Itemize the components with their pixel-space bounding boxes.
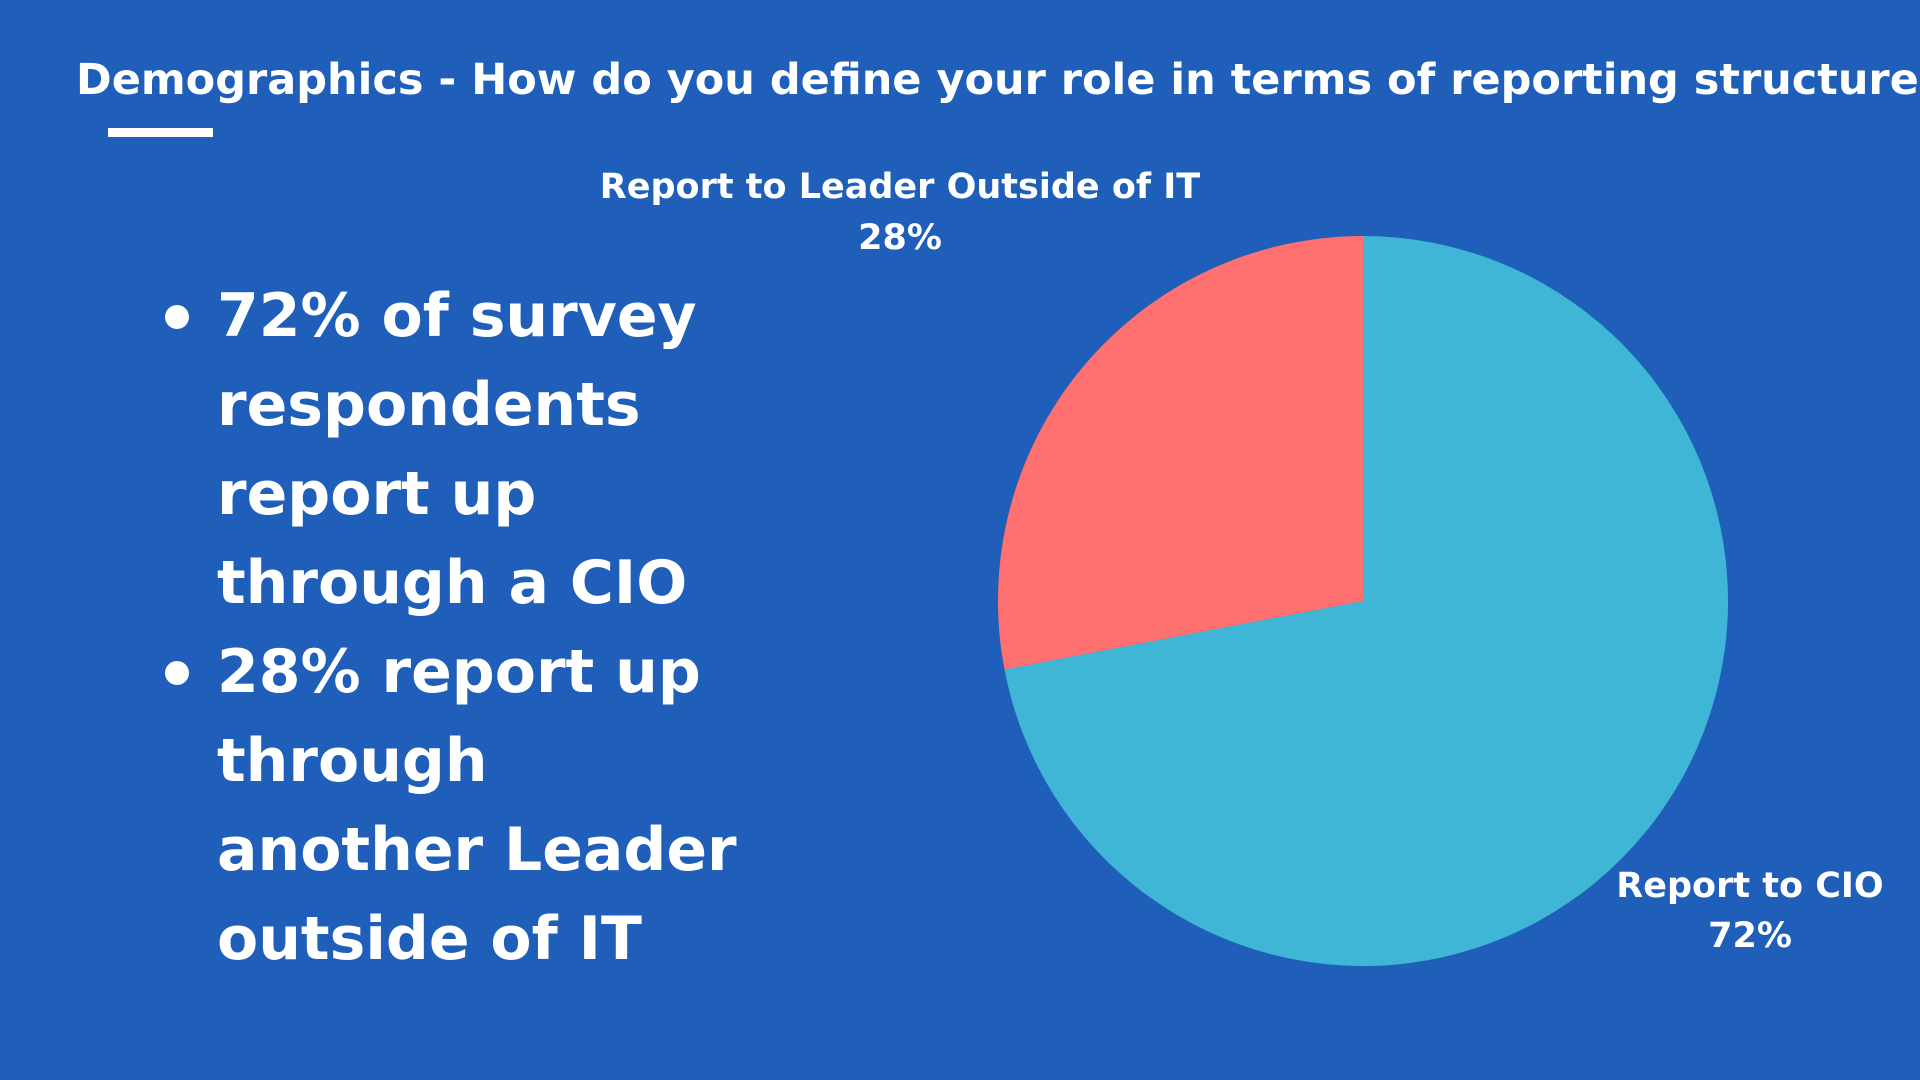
pie-slice-report-to-leader-outside-of-it — [998, 236, 1363, 670]
bullet-item-cio: 72% of survey respondents report up thro… — [155, 272, 755, 628]
pie-slice-report-to-cio — [1004, 236, 1729, 967]
bullet-list: 72% of survey respondents report up thro… — [155, 272, 755, 984]
pie-labels: Report to CIO 72% Report to Leader Outside… — [600, 167, 1884, 956]
page-title: Demographics - How do you define your ro… — [76, 55, 1920, 105]
title-underline — [108, 128, 213, 137]
slice-label: Report to Leader Outside of IT — [600, 167, 1201, 207]
bullet-item-outside-it: 28% report up through another Leader out… — [155, 628, 755, 984]
bullet-dot — [165, 661, 189, 685]
slice-value-label: 72% — [1708, 916, 1792, 956]
bullet-text-cio: 72% of survey respondents report up thro… — [217, 281, 697, 618]
pie-slices — [998, 236, 1729, 967]
bullet-text-outside-it: 28% report up through another Leader out… — [217, 637, 737, 974]
slice-label: Report to CIO — [1616, 866, 1883, 906]
slice-value-label: 28% — [858, 218, 942, 258]
bullet-dot — [165, 305, 189, 329]
